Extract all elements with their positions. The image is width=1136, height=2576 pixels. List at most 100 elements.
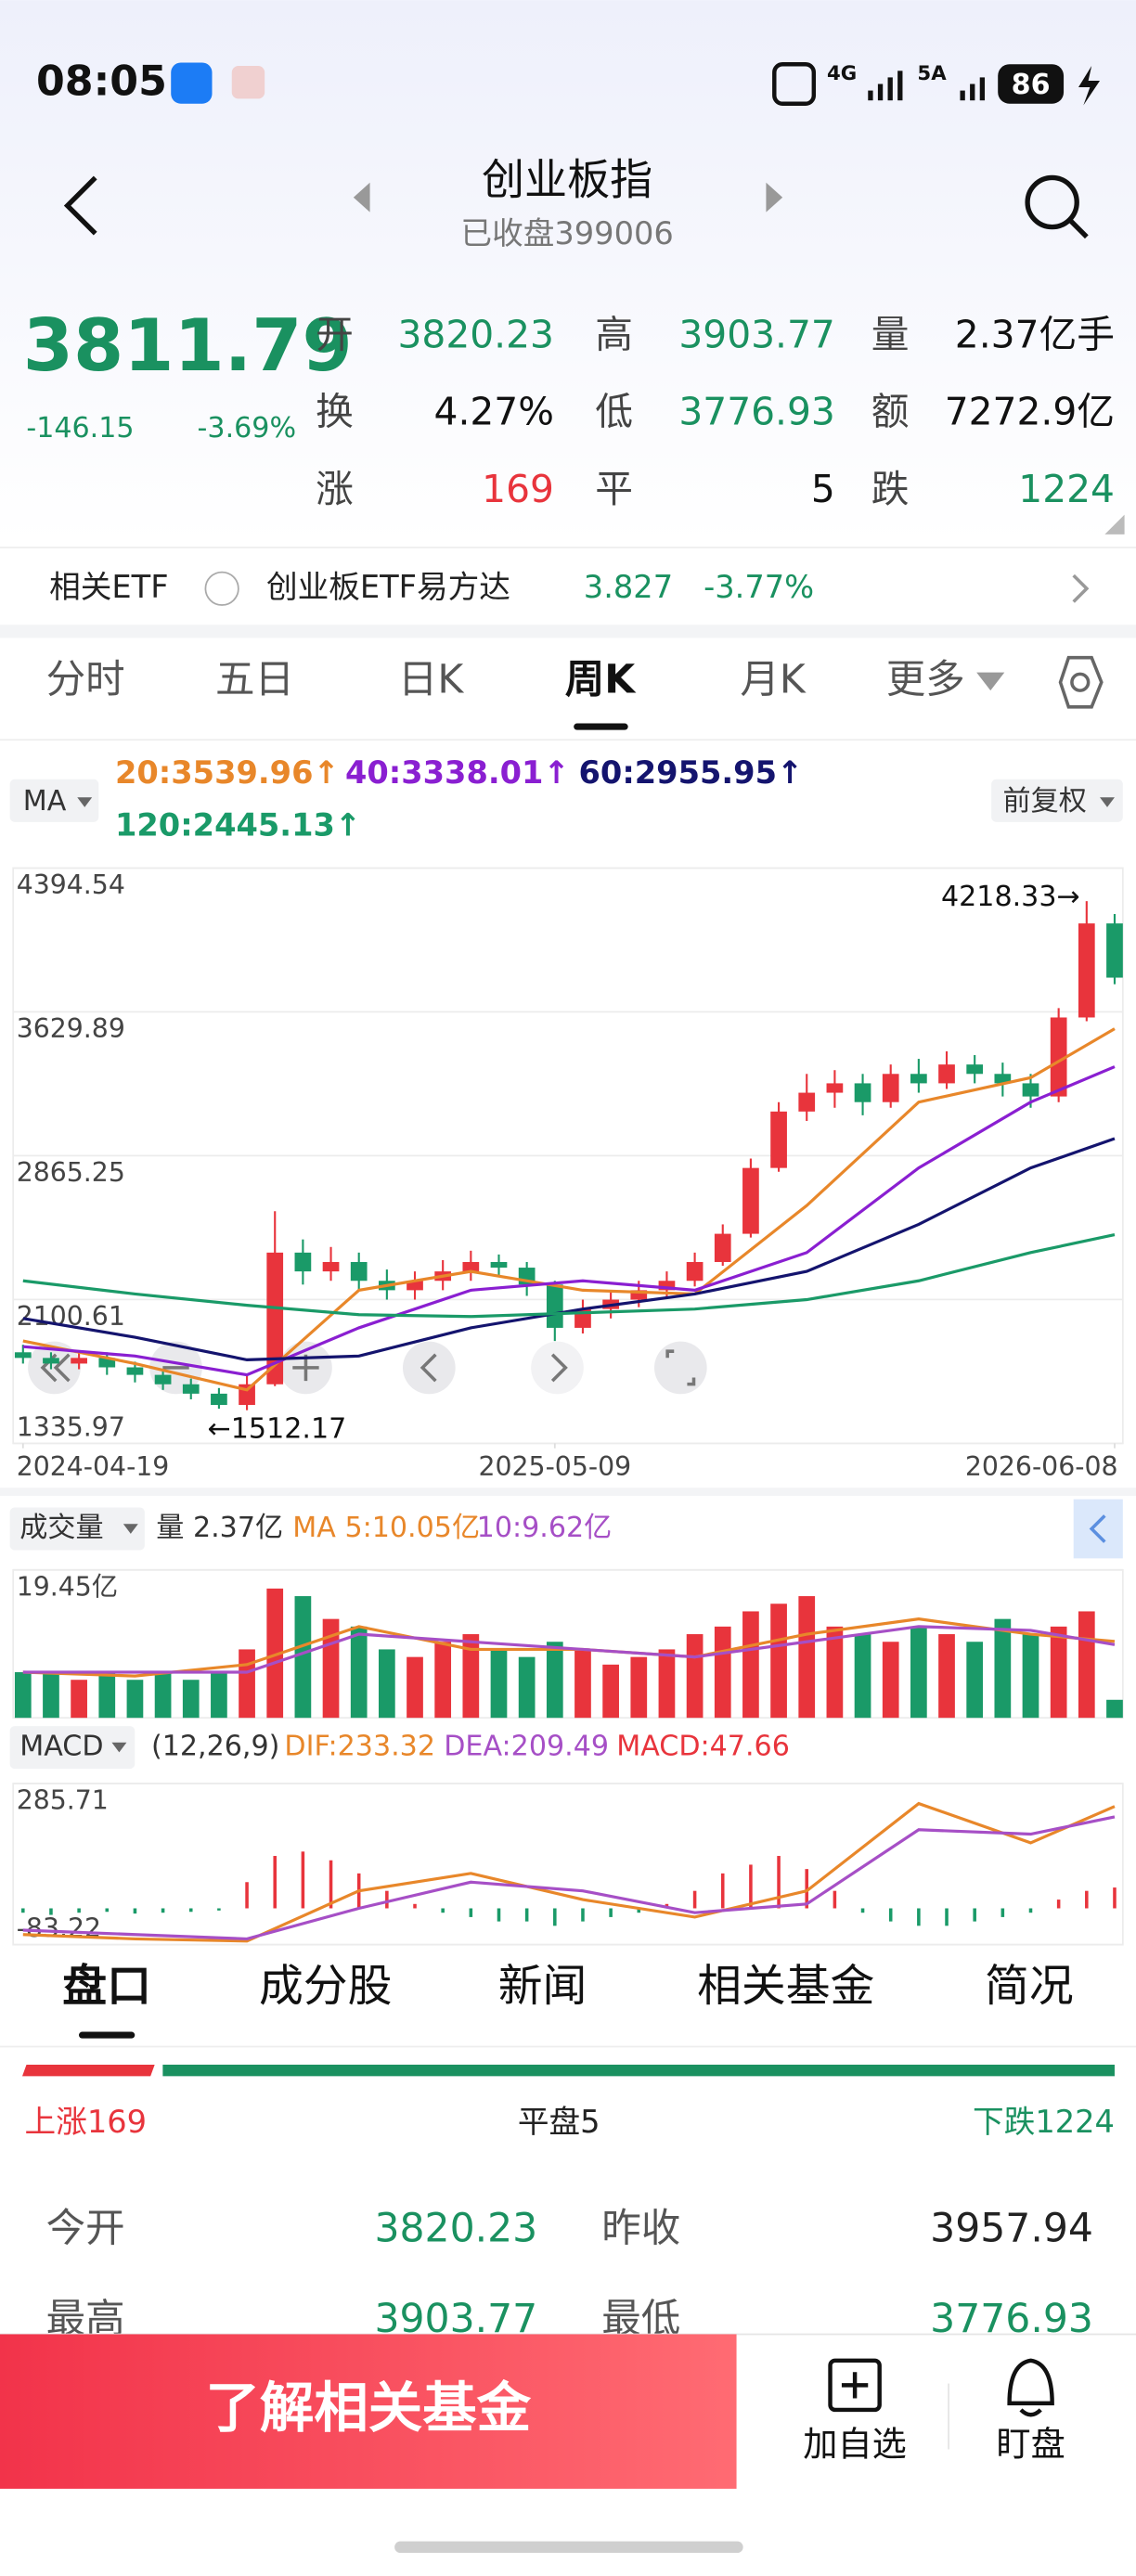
- adjust-button[interactable]: [991, 779, 1123, 822]
- candle-body: [462, 1261, 480, 1272]
- stat-value: 3776.93: [678, 390, 834, 434]
- period-tab[interactable]: 分时: [46, 658, 125, 703]
- period-tab[interactable]: 日K: [398, 658, 465, 703]
- candle-body: [490, 1261, 508, 1269]
- macd-bar: [1000, 1908, 1005, 1917]
- detail-tab[interactable]: 成分股: [259, 1961, 392, 2012]
- y-tick-label: -83.22: [17, 1913, 101, 1944]
- volume-bar: [211, 1672, 227, 1719]
- candle-body: [854, 1083, 871, 1102]
- stat-label: 涨: [316, 467, 354, 511]
- macd-bar: [161, 1908, 165, 1913]
- etf-name: 创业板ETF易方达: [266, 569, 510, 605]
- macd-label: MACD: [19, 1731, 103, 1763]
- detail-tab[interactable]: 相关基金: [697, 1961, 874, 2012]
- volume-bar: [686, 1634, 704, 1719]
- breadth-flat: 平盘5: [518, 2104, 600, 2140]
- back-button[interactable]: [63, 175, 97, 236]
- row-label: 今开: [46, 2206, 125, 2251]
- detail-tab[interactable]: 简况: [985, 1961, 1074, 2012]
- detail-tab[interactable]: 盘口: [62, 1961, 151, 2012]
- volume-bar: [266, 1588, 284, 1719]
- macd-bar: [553, 1908, 557, 1926]
- stat-value: 7272.9亿: [945, 390, 1115, 434]
- ma-button[interactable]: [9, 779, 99, 822]
- stat-label: 平: [595, 467, 633, 511]
- stat-label: 额: [871, 390, 910, 434]
- indicator-line: [22, 1027, 1116, 1392]
- volume-bar: [518, 1656, 536, 1719]
- indicator-line: [22, 1815, 1116, 1941]
- stat-value: 3820.23: [397, 312, 553, 356]
- volume-bar: [1106, 1699, 1123, 1719]
- side-tab[interactable]: [1073, 1499, 1123, 1559]
- charging: [1078, 66, 1101, 106]
- clock: 08:05: [36, 58, 167, 105]
- nfc-icon: [772, 62, 817, 106]
- volume-bar: [630, 1656, 648, 1719]
- candle-body: [154, 1374, 172, 1385]
- prev-index[interactable]: [353, 182, 370, 213]
- app-icon: [231, 66, 265, 99]
- next-index[interactable]: [766, 182, 783, 213]
- info-icon[interactable]: [204, 571, 239, 606]
- volume-bar: [407, 1656, 423, 1719]
- low-annotation: ←1512.17: [208, 1412, 347, 1445]
- candle-body: [686, 1261, 704, 1282]
- macd-bar: [273, 1856, 277, 1909]
- volume-bar: [1050, 1626, 1067, 1719]
- candle-body: [1078, 923, 1095, 1018]
- candle-body: [910, 1074, 927, 1084]
- monitor-button[interactable]: [1007, 2358, 1054, 2417]
- macd-bar: [720, 1873, 725, 1909]
- watch-button[interactable]: [828, 2358, 882, 2413]
- macd-bar: [413, 1903, 417, 1909]
- macd-bar: [1056, 1900, 1061, 1909]
- fund-button[interactable]: [0, 2334, 737, 2489]
- volume-bar: [574, 1649, 591, 1719]
- settings-button[interactable]: [1058, 655, 1104, 709]
- candle-body: [966, 1064, 984, 1075]
- stat-label: 高: [595, 312, 633, 356]
- indicator-legend: 20:3539.96↑: [115, 754, 340, 791]
- period-tab[interactable]: 周K: [565, 658, 638, 703]
- high-annotation: 4218.33→: [941, 881, 1080, 913]
- macd-bar: [860, 1908, 865, 1913]
- volume-button[interactable]: [9, 1507, 145, 1551]
- candle-body: [14, 1352, 32, 1359]
- separator: [0, 1488, 1136, 1497]
- indicator-line: [22, 1137, 1116, 1361]
- y-tick-label: 3629.89: [17, 1013, 125, 1044]
- candle-body: [266, 1252, 284, 1385]
- macd-bar: [749, 1864, 753, 1909]
- watch-label: 加自选: [803, 2423, 907, 2464]
- volume-frame: [12, 1568, 1124, 1719]
- detail-tab[interactable]: 新闻: [498, 1961, 587, 2012]
- candle-body: [294, 1252, 312, 1272]
- volume-bar: [854, 1634, 871, 1719]
- stat-value: 4.27%: [434, 390, 554, 434]
- period-tab[interactable]: 五日: [215, 658, 294, 703]
- change: -146.15: [26, 412, 134, 444]
- macd-bar: [609, 1908, 613, 1917]
- volume-bar: [714, 1626, 731, 1719]
- macd-bar: [692, 1890, 697, 1909]
- price: 3811.79: [23, 304, 353, 388]
- network: 5A: [917, 62, 947, 85]
- candle-body: [658, 1281, 676, 1291]
- macd-button[interactable]: [9, 1726, 136, 1770]
- macd-bar: [1113, 1887, 1117, 1909]
- period-tab[interactable]: 月K: [740, 658, 806, 703]
- volume-bar: [379, 1649, 395, 1719]
- volume-bar: [239, 1649, 255, 1719]
- y-tick-label: 19.45亿: [17, 1571, 118, 1602]
- etf-arrow[interactable]: [1072, 573, 1090, 603]
- macd-bar: [188, 1908, 193, 1913]
- expand-corner: [1104, 514, 1125, 535]
- search-button[interactable]: [1025, 174, 1089, 239]
- stat-label: 量: [871, 312, 910, 356]
- period-tab[interactable]: 更多: [886, 658, 965, 703]
- macd-frame: [12, 1783, 1124, 1946]
- stat-label: 跌: [871, 467, 910, 511]
